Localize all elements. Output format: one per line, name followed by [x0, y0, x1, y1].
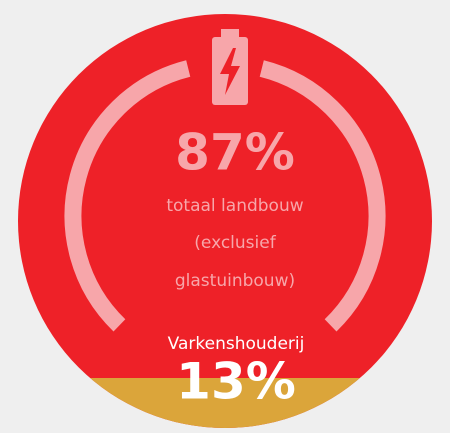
- main-label: glastuinbouw): [175, 271, 295, 291]
- main-label: totaal landbouw: [166, 196, 303, 216]
- segment-label: Varkenshouderij: [168, 334, 305, 354]
- red-circle: [18, 14, 432, 428]
- segment-value: 13%: [176, 353, 296, 411]
- battery-icon: [212, 29, 248, 105]
- gauge-arc: [259, 60, 386, 332]
- main-value: 87%: [175, 124, 295, 182]
- main-label: (exclusief: [194, 233, 276, 253]
- gauge-arc: [64, 60, 191, 332]
